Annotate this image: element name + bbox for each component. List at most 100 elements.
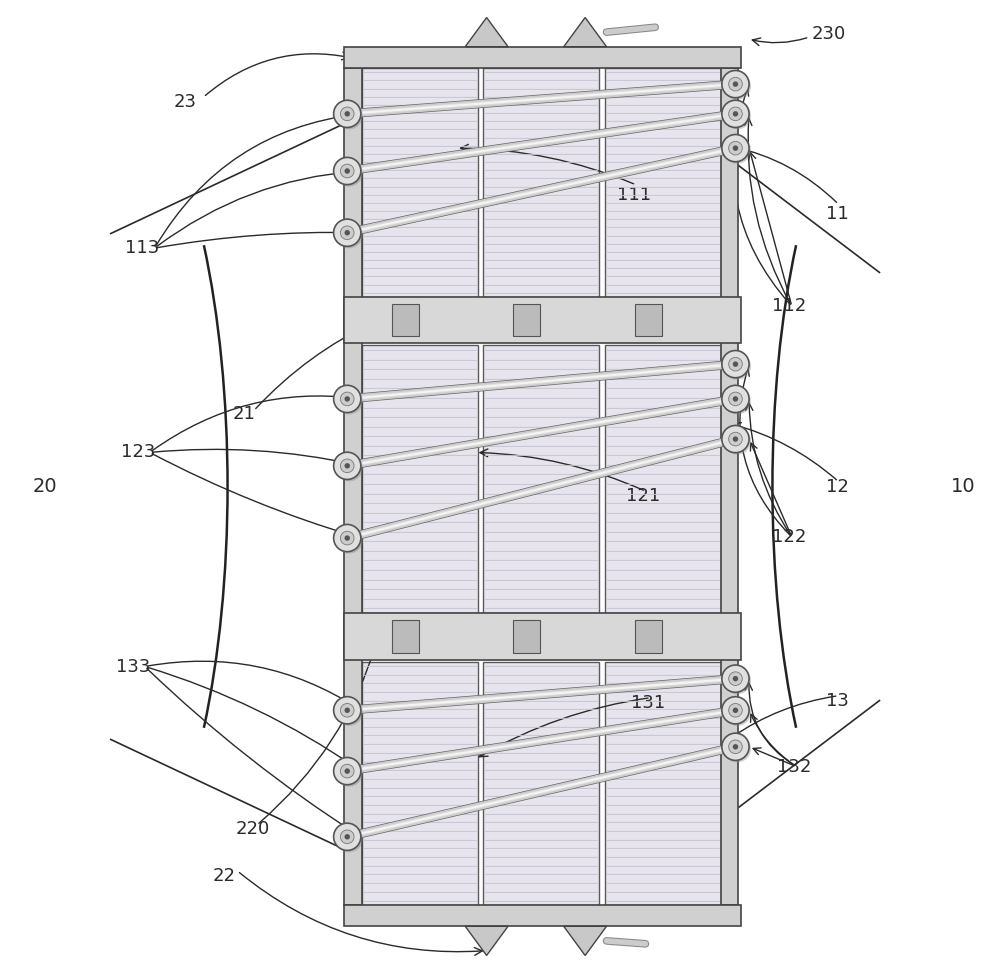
Bar bbox=[392, 620, 419, 653]
Circle shape bbox=[722, 70, 749, 97]
Circle shape bbox=[724, 736, 751, 763]
Circle shape bbox=[729, 739, 742, 753]
Circle shape bbox=[345, 834, 350, 840]
Text: 220: 220 bbox=[235, 820, 270, 838]
Circle shape bbox=[729, 357, 742, 371]
Circle shape bbox=[340, 765, 354, 778]
Text: 113: 113 bbox=[125, 239, 160, 257]
Circle shape bbox=[334, 823, 361, 850]
Circle shape bbox=[336, 221, 363, 248]
Bar bbox=[605, 345, 721, 613]
Circle shape bbox=[340, 164, 354, 178]
Circle shape bbox=[729, 432, 742, 446]
Circle shape bbox=[340, 226, 354, 239]
Circle shape bbox=[733, 361, 738, 367]
Text: 122: 122 bbox=[772, 528, 807, 546]
Circle shape bbox=[334, 100, 361, 127]
Bar bbox=[344, 47, 741, 68]
Circle shape bbox=[722, 425, 749, 452]
Bar bbox=[513, 304, 540, 337]
Text: 12: 12 bbox=[826, 478, 849, 495]
Circle shape bbox=[729, 141, 742, 155]
Text: 111: 111 bbox=[617, 186, 651, 203]
Bar bbox=[483, 345, 599, 613]
Text: 132: 132 bbox=[777, 758, 812, 775]
Circle shape bbox=[345, 168, 350, 174]
Circle shape bbox=[334, 385, 361, 413]
Circle shape bbox=[733, 744, 738, 749]
Polygon shape bbox=[564, 18, 607, 47]
Circle shape bbox=[724, 387, 751, 414]
Bar bbox=[362, 68, 478, 297]
Text: 133: 133 bbox=[116, 658, 150, 675]
Text: 112: 112 bbox=[772, 298, 807, 315]
Circle shape bbox=[722, 350, 749, 378]
Circle shape bbox=[733, 676, 738, 681]
Bar bbox=[483, 662, 599, 905]
Circle shape bbox=[334, 452, 361, 480]
Circle shape bbox=[733, 82, 738, 87]
Circle shape bbox=[729, 703, 742, 717]
Circle shape bbox=[336, 825, 363, 852]
Circle shape bbox=[729, 672, 742, 685]
Bar bbox=[513, 620, 540, 653]
Circle shape bbox=[334, 697, 361, 724]
Circle shape bbox=[722, 666, 749, 693]
Circle shape bbox=[733, 436, 738, 442]
Circle shape bbox=[733, 396, 738, 402]
Text: 22: 22 bbox=[213, 867, 236, 884]
Bar bbox=[344, 68, 362, 905]
Circle shape bbox=[334, 757, 361, 784]
Bar bbox=[721, 68, 738, 905]
Bar bbox=[605, 68, 721, 297]
Text: 11: 11 bbox=[826, 205, 849, 223]
Polygon shape bbox=[564, 926, 607, 955]
Circle shape bbox=[724, 667, 751, 695]
Circle shape bbox=[345, 396, 350, 402]
Circle shape bbox=[733, 111, 738, 117]
Text: 23: 23 bbox=[174, 93, 197, 111]
Circle shape bbox=[729, 107, 742, 121]
Circle shape bbox=[722, 697, 749, 724]
Circle shape bbox=[336, 102, 363, 129]
Bar bbox=[344, 297, 741, 343]
Circle shape bbox=[724, 352, 751, 379]
Circle shape bbox=[336, 526, 363, 554]
Circle shape bbox=[336, 387, 363, 414]
Text: 20: 20 bbox=[33, 477, 58, 496]
Circle shape bbox=[345, 463, 350, 469]
Circle shape bbox=[334, 524, 361, 552]
Circle shape bbox=[722, 734, 749, 761]
Bar bbox=[344, 613, 741, 660]
Circle shape bbox=[340, 531, 354, 545]
Circle shape bbox=[722, 385, 749, 413]
Polygon shape bbox=[465, 18, 508, 47]
Circle shape bbox=[336, 160, 363, 187]
Circle shape bbox=[724, 102, 751, 129]
Text: 10: 10 bbox=[950, 477, 975, 496]
Circle shape bbox=[336, 759, 363, 786]
Text: 21: 21 bbox=[232, 405, 255, 422]
Circle shape bbox=[733, 145, 738, 151]
Circle shape bbox=[345, 707, 350, 713]
Bar bbox=[362, 662, 478, 905]
Circle shape bbox=[722, 134, 749, 162]
Circle shape bbox=[340, 459, 354, 473]
Text: 121: 121 bbox=[626, 487, 661, 505]
Text: 13: 13 bbox=[826, 692, 849, 709]
Circle shape bbox=[336, 699, 363, 726]
Circle shape bbox=[334, 219, 361, 246]
Circle shape bbox=[724, 72, 751, 99]
Bar bbox=[635, 620, 662, 653]
Bar bbox=[635, 304, 662, 337]
Text: 123: 123 bbox=[121, 444, 155, 461]
Circle shape bbox=[724, 427, 751, 454]
Circle shape bbox=[340, 107, 354, 121]
Circle shape bbox=[722, 100, 749, 127]
Circle shape bbox=[729, 77, 742, 90]
Circle shape bbox=[340, 703, 354, 717]
Circle shape bbox=[336, 454, 363, 482]
Circle shape bbox=[340, 830, 354, 844]
Circle shape bbox=[345, 769, 350, 774]
Bar bbox=[362, 345, 478, 613]
